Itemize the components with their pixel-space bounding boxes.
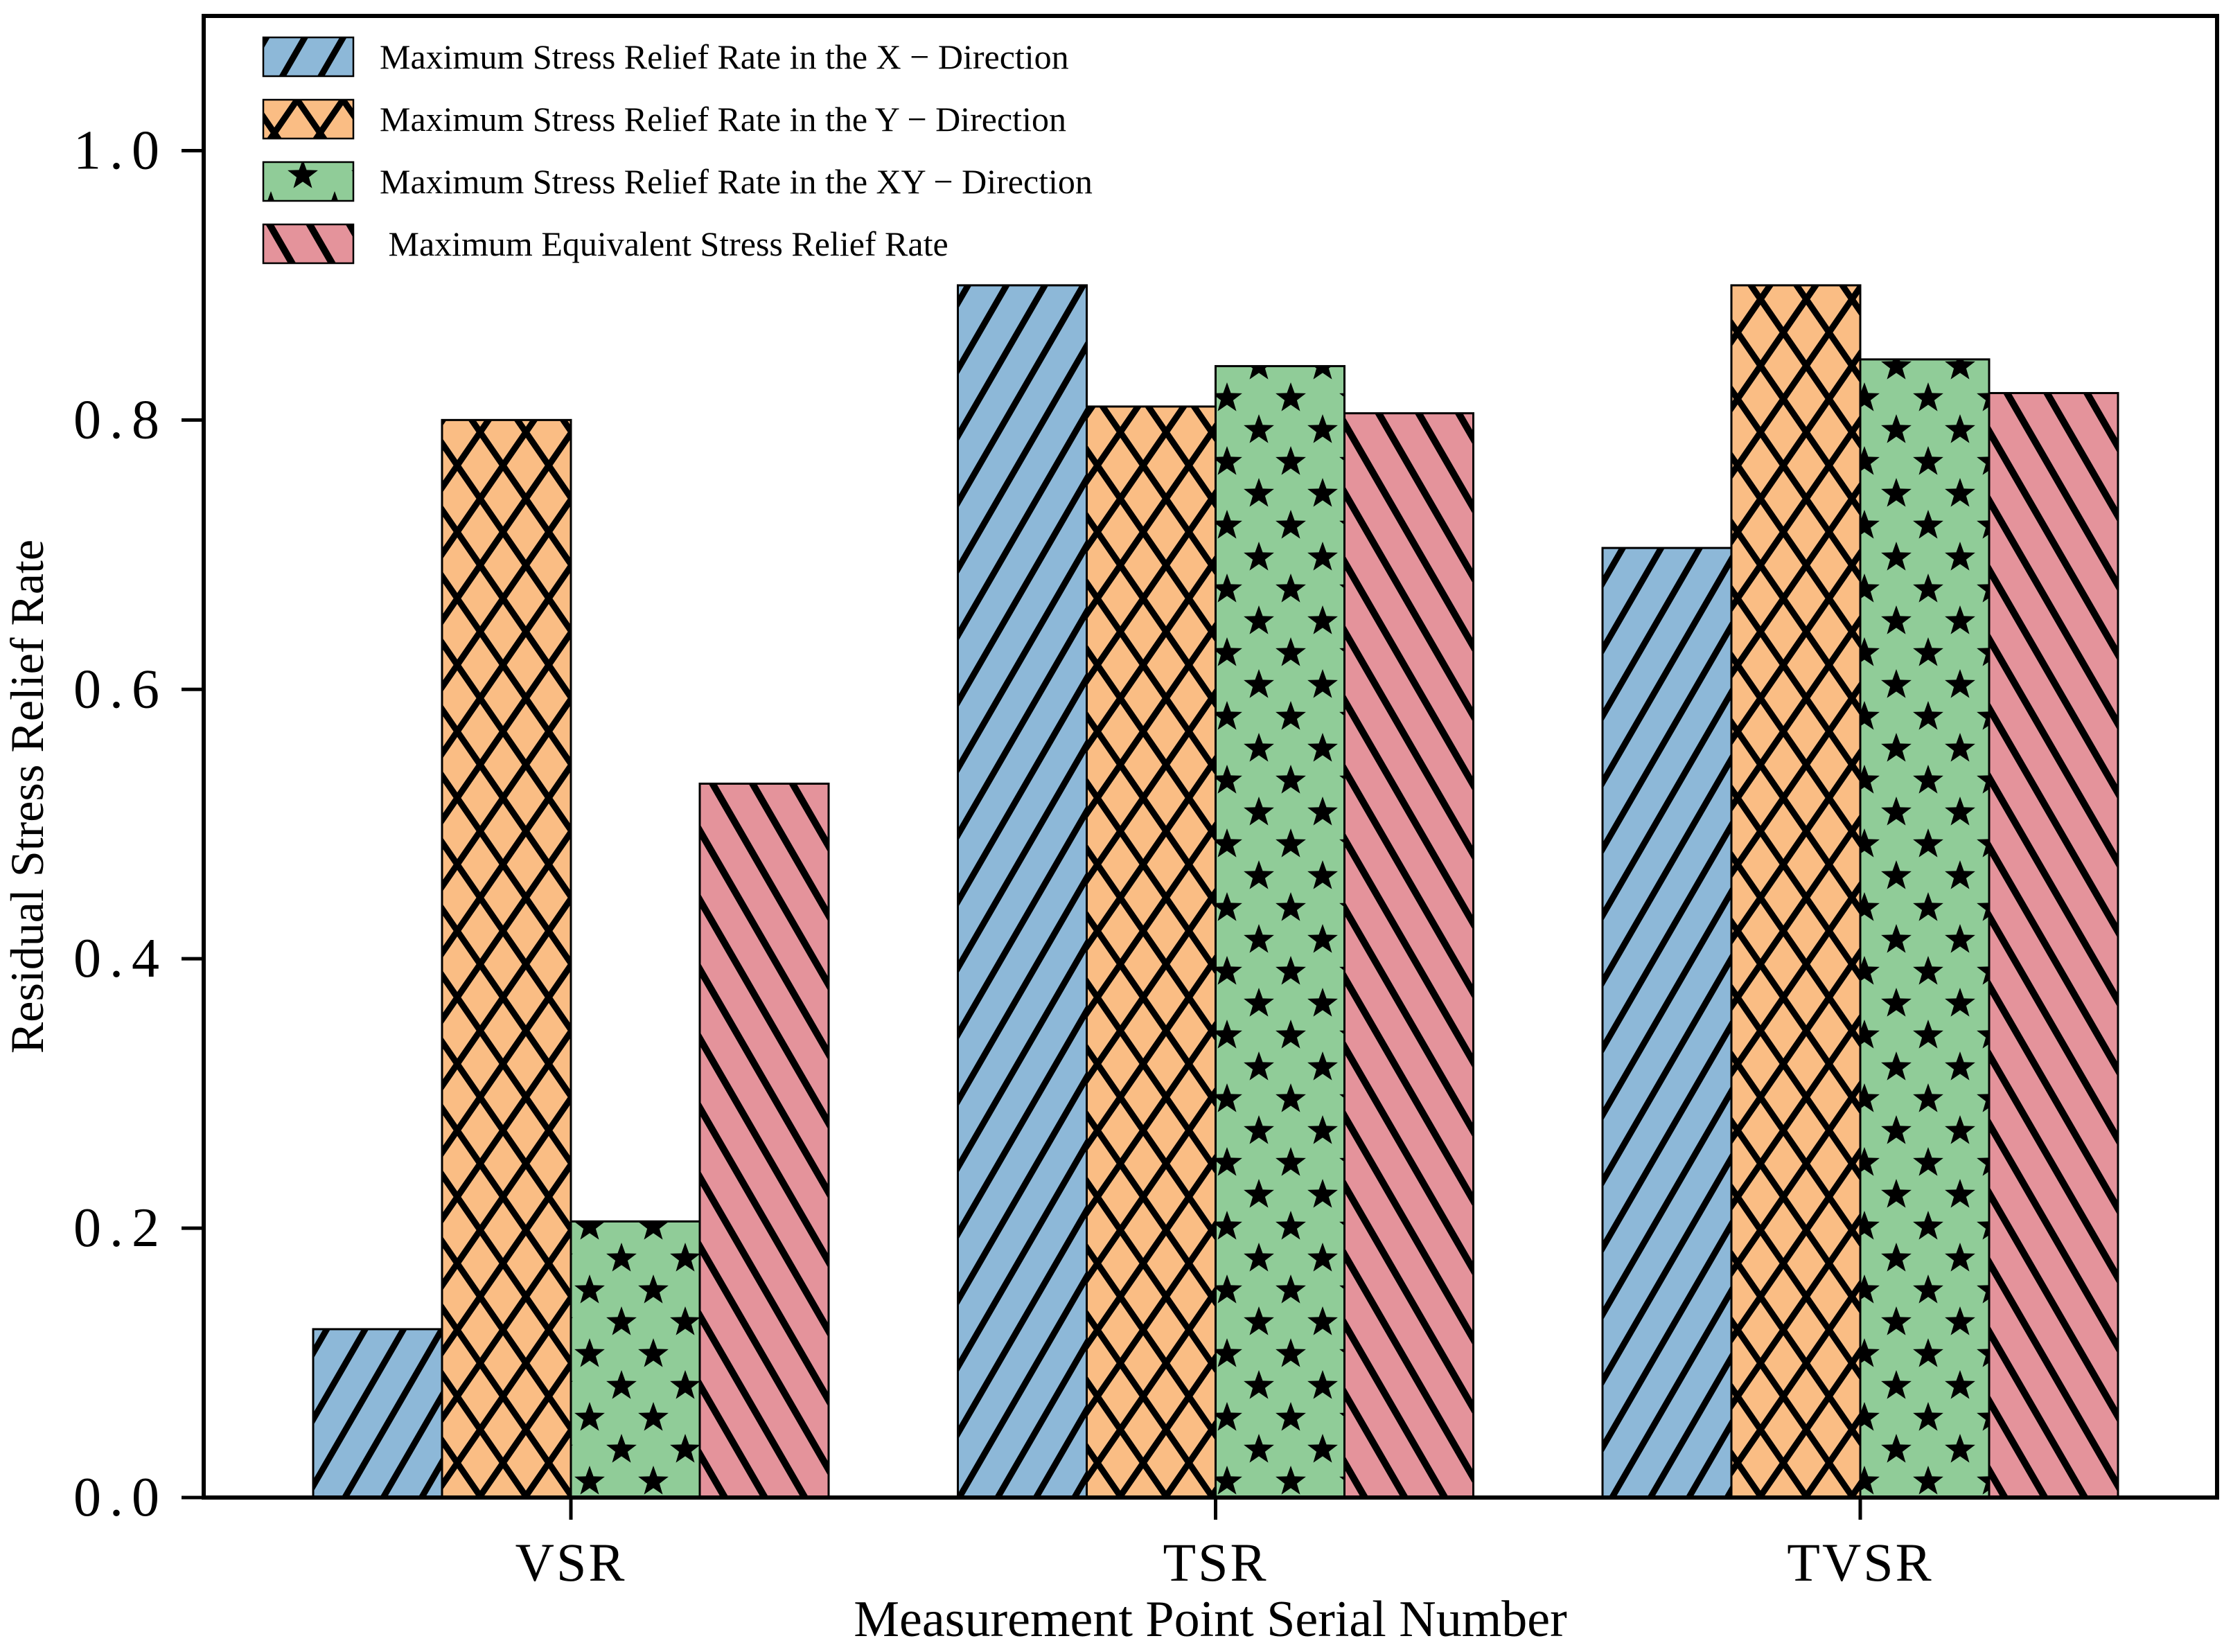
x-tick-label-vsr: VSR [515, 1532, 627, 1592]
legend-swatch-edge [262, 98, 355, 140]
legend-swatch-edge [262, 161, 355, 202]
legend-label-equivalent: Maximum Equivalent Stress Relief Rate [380, 224, 948, 263]
bar-tsr-y-direction [1086, 405, 1217, 1499]
bar-hatch [957, 285, 1087, 1498]
bar-hatch [1860, 359, 1989, 1498]
legend-swatch-hatch [263, 37, 353, 76]
bar-tsr-equivalent [1343, 412, 1474, 1499]
legend-label-x-direction: Maximum Stress Relief Rate in the X − Di… [380, 37, 1069, 76]
bar-hatch [700, 783, 829, 1498]
y-tick-label: 0.0 [73, 1467, 168, 1528]
legend-swatch-hatch [263, 162, 353, 201]
bar-tvsr-x-direction [1601, 547, 1733, 1499]
x-axis: VSR TSR TVSR [515, 1498, 1933, 1592]
legend-label-y-direction: Maximum Stress Relief Rate in the Y − Di… [380, 100, 1066, 139]
x-tick-label-tvsr: TVSR [1787, 1532, 1933, 1592]
x-axis-title: Measurement Point Serial Number [854, 1591, 1567, 1648]
y-tick-label: 0.2 [73, 1198, 168, 1259]
bar-vsr-y-direction [441, 418, 572, 1499]
bar-hatch [1086, 406, 1216, 1498]
legend-item-equivalent: Maximum Equivalent Stress Relief Rate [262, 223, 948, 265]
legend-swatch-hatch [263, 100, 353, 139]
bar-hatch [313, 1329, 442, 1498]
bar-hatch [442, 420, 571, 1498]
bar-hatch [571, 1221, 700, 1498]
bar-vsr-xy-direction [570, 1220, 701, 1499]
bar-hatch [1344, 413, 1474, 1498]
y-tick-label: 0.4 [73, 928, 168, 989]
bar-hatch [1731, 285, 1860, 1498]
legend-label-xy-direction: Maximum Stress Relief Rate in the XY − D… [380, 162, 1093, 201]
legend-item-y-direction: Maximum Stress Relief Rate in the Y − Di… [262, 98, 1066, 140]
y-tick-label: 0.6 [73, 659, 168, 720]
bar-tvsr-y-direction [1730, 284, 1862, 1499]
y-axis-title: Residual Stress Relief Rate [1, 540, 53, 1054]
y-tick-label: 0.8 [73, 389, 168, 450]
bars-group [312, 284, 2119, 1499]
legend-item-x-direction: Maximum Stress Relief Rate in the X − Di… [262, 36, 1069, 78]
bar-vsr-equivalent [698, 782, 830, 1499]
y-axis: 0.0 0.2 0.4 0.6 0.8 1.0 [73, 120, 204, 1528]
legend-swatch-edge [262, 223, 355, 265]
bar-tvsr-equivalent [1988, 391, 2119, 1499]
plot-frame [202, 14, 2219, 1500]
bar-hatch [1215, 366, 1345, 1498]
bar-tvsr-xy-direction [1859, 358, 1991, 1499]
y-tick-label: 1.0 [73, 120, 168, 181]
x-tick-label-tsr: TSR [1163, 1532, 1268, 1592]
bar-vsr-x-direction [312, 1328, 443, 1499]
bar-hatch [1603, 548, 1731, 1498]
legend-item-xy-direction: Maximum Stress Relief Rate in the XY − D… [262, 161, 1093, 202]
legend: Maximum Stress Relief Rate in the X − Di… [262, 36, 1093, 265]
bar-hatch [1989, 393, 2118, 1498]
legend-swatch-hatch [263, 224, 353, 263]
legend-swatch-edge [262, 36, 355, 78]
bar-tsr-x-direction [957, 284, 1088, 1499]
bar-tsr-xy-direction [1215, 365, 1345, 1499]
